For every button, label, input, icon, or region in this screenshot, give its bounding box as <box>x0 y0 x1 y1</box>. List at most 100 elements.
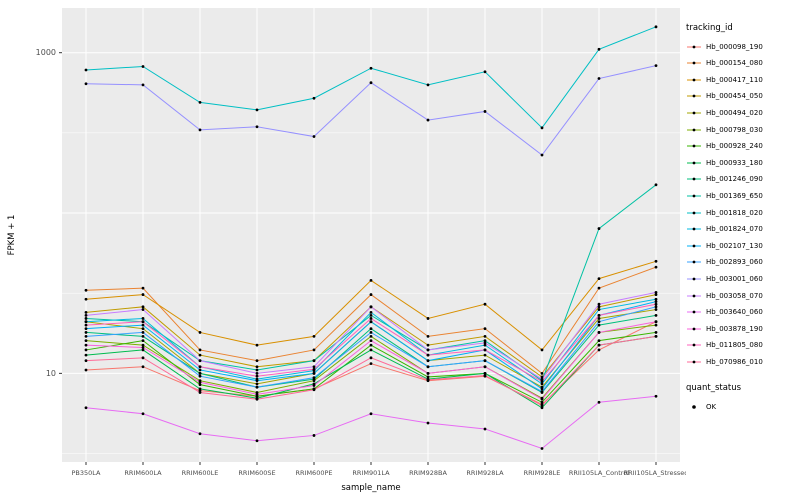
data-point <box>312 135 316 138</box>
data-point <box>255 382 259 386</box>
data-point <box>540 126 544 130</box>
data-point <box>597 339 601 343</box>
data-point <box>141 83 145 87</box>
data-point <box>369 320 373 324</box>
data-point <box>597 400 601 404</box>
data-point <box>312 96 316 100</box>
data-point <box>426 365 430 369</box>
data-point <box>654 183 658 187</box>
data-point <box>654 300 658 304</box>
data-point <box>483 302 487 306</box>
data-point <box>654 320 658 324</box>
data-point <box>540 406 544 410</box>
data-point <box>198 100 202 104</box>
data-point <box>597 302 601 306</box>
data-point <box>255 392 259 396</box>
quant-legend-item: OK <box>686 399 800 416</box>
legend-key-point <box>692 111 696 115</box>
legend-item: Hb_003640_060 <box>686 304 800 321</box>
data-point <box>84 406 88 410</box>
data-point <box>255 371 259 375</box>
legend-item-label: Hb_003878_190 <box>706 324 763 333</box>
legend-key-line-icon <box>687 277 701 281</box>
data-point <box>141 305 145 309</box>
data-point <box>369 362 373 366</box>
data-point <box>426 317 430 320</box>
data-point <box>540 404 544 407</box>
quant-legend-items: OK <box>686 399 800 416</box>
data-point <box>540 371 544 375</box>
legend-item: Hb_011805_080 <box>686 337 800 354</box>
data-point <box>312 376 316 380</box>
data-point <box>198 371 202 375</box>
x-tick-label: RRII105LA_Stressed <box>624 469 686 477</box>
data-point <box>540 377 544 381</box>
data-point <box>312 384 316 387</box>
legend-key-point <box>692 194 696 198</box>
data-point <box>141 317 145 320</box>
legend-key-point <box>692 227 696 231</box>
data-point <box>141 320 145 324</box>
x-tick-label: RRIM600LE <box>182 469 219 477</box>
data-point <box>198 387 202 391</box>
data-point <box>255 439 259 443</box>
data-point <box>483 335 487 338</box>
legend-item-label: Hb_001818_020 <box>706 208 763 217</box>
legend-item-label: Hb_002107_130 <box>706 241 763 250</box>
data-point <box>597 47 601 51</box>
data-point <box>654 265 658 269</box>
legend-item: Hb_003878_190 <box>686 320 800 337</box>
data-point <box>84 343 88 347</box>
data-point <box>654 302 658 306</box>
legend-key-point <box>692 343 696 347</box>
legend-key-line-icon <box>687 227 701 231</box>
legend-item-label: Hb_000798_030 <box>706 125 763 134</box>
data-point <box>654 290 658 294</box>
legend-key-line-icon <box>687 327 701 331</box>
data-point <box>312 367 316 371</box>
data-point <box>654 313 658 317</box>
legend-key-line-icon <box>687 260 701 264</box>
legend-item-label: Hb_000933_180 <box>706 158 763 167</box>
data-point <box>84 339 88 343</box>
legend-key-point <box>692 177 696 181</box>
data-point <box>84 320 88 324</box>
data-point <box>198 383 202 387</box>
data-point <box>597 317 601 320</box>
data-point <box>369 311 373 314</box>
data-point <box>312 348 316 352</box>
data-point <box>141 339 145 343</box>
data-point <box>84 68 88 72</box>
x-tick-label: RRIM600SE <box>238 469 275 477</box>
data-point <box>141 348 145 352</box>
legend-item: Hb_001369_650 <box>686 188 800 205</box>
data-point <box>540 397 544 401</box>
data-point <box>369 279 373 282</box>
data-point <box>654 331 658 334</box>
data-point <box>84 311 88 314</box>
x-tick-label: RRIM928BA <box>409 469 447 477</box>
data-point <box>84 82 88 86</box>
data-point <box>483 341 487 345</box>
data-point <box>84 331 88 334</box>
data-point <box>540 387 544 391</box>
data-point <box>198 391 202 394</box>
legend-key-point <box>692 78 696 82</box>
legend-item: Hb_070986_010 <box>686 354 800 371</box>
data-point <box>84 288 88 292</box>
data-point <box>540 390 544 393</box>
data-point <box>255 379 259 383</box>
legend-key-line-icon <box>687 310 701 314</box>
data-point <box>141 323 145 327</box>
data-point <box>84 368 88 372</box>
data-point <box>84 335 88 338</box>
data-point <box>426 348 430 352</box>
data-point <box>84 348 88 352</box>
legend-key-line-icon <box>687 61 701 65</box>
legend-key-point <box>692 144 696 148</box>
legend-item-label: Hb_000154_080 <box>706 59 763 68</box>
data-point <box>255 125 259 129</box>
legend-item: Hb_000417_110 <box>686 72 800 89</box>
x-axis-title: sample_name <box>341 483 400 493</box>
